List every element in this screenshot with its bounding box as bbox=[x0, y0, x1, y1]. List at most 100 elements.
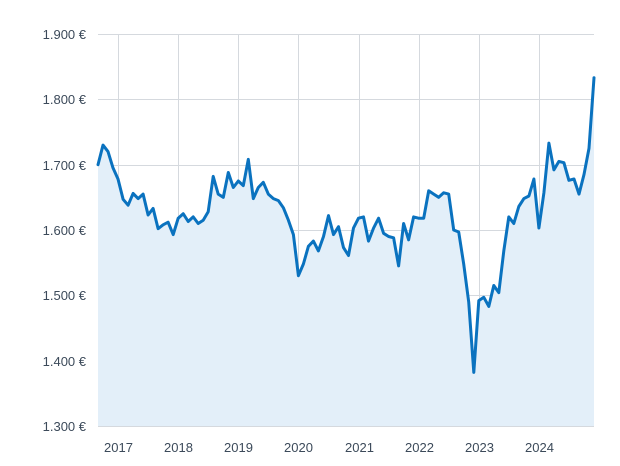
y-tick-label: 1.600 € bbox=[43, 223, 87, 238]
data-point bbox=[447, 193, 450, 196]
data-point bbox=[127, 204, 130, 207]
data-point bbox=[187, 220, 190, 223]
data-point bbox=[142, 193, 145, 196]
data-point bbox=[172, 233, 175, 236]
data-point bbox=[472, 371, 475, 374]
data-point bbox=[207, 210, 210, 213]
data-point bbox=[332, 233, 335, 236]
data-point bbox=[462, 263, 465, 266]
data-point bbox=[147, 214, 150, 217]
data-point bbox=[482, 296, 485, 299]
data-point bbox=[387, 235, 390, 238]
data-point bbox=[282, 206, 285, 209]
data-point bbox=[502, 249, 505, 252]
data-point bbox=[382, 232, 385, 235]
data-point bbox=[567, 179, 570, 182]
y-tick-label: 1.400 € bbox=[43, 354, 87, 369]
data-point bbox=[347, 254, 350, 257]
data-point bbox=[573, 178, 576, 181]
y-axis: 1.300 € 1.400 € 1.500 € 1.600 € 1.700 € 1.800… bbox=[43, 27, 87, 434]
data-point bbox=[542, 191, 545, 194]
data-point bbox=[102, 144, 105, 147]
data-point bbox=[202, 219, 205, 222]
data-point bbox=[432, 193, 435, 196]
data-point bbox=[97, 163, 100, 166]
data-point bbox=[107, 150, 110, 153]
x-tick-label: 2024 bbox=[525, 440, 554, 455]
data-point bbox=[162, 223, 165, 226]
data-point bbox=[307, 245, 310, 248]
data-point bbox=[397, 264, 400, 267]
data-point bbox=[477, 299, 480, 302]
data-point bbox=[167, 221, 170, 224]
data-point bbox=[457, 231, 460, 234]
data-point bbox=[522, 197, 525, 200]
data-point bbox=[297, 274, 300, 277]
data-point bbox=[372, 227, 375, 230]
data-point bbox=[192, 215, 195, 218]
data-point bbox=[593, 76, 596, 79]
data-point bbox=[337, 225, 340, 228]
data-point bbox=[177, 217, 180, 220]
data-point bbox=[312, 240, 315, 243]
data-point bbox=[117, 178, 120, 181]
y-tick-label: 1.300 € bbox=[43, 419, 87, 434]
data-point bbox=[527, 195, 530, 198]
data-point bbox=[487, 305, 490, 308]
data-point bbox=[407, 238, 410, 241]
data-point bbox=[342, 246, 345, 249]
data-point bbox=[227, 171, 230, 174]
data-point bbox=[467, 300, 470, 303]
data-point bbox=[362, 215, 365, 218]
data-point bbox=[357, 217, 360, 220]
data-point bbox=[437, 196, 440, 199]
data-point bbox=[562, 161, 565, 164]
data-point bbox=[547, 142, 550, 145]
data-point bbox=[222, 196, 225, 199]
data-point bbox=[322, 235, 325, 238]
y-tick-label: 1.500 € bbox=[43, 288, 87, 303]
data-point bbox=[417, 217, 420, 220]
data-point bbox=[182, 212, 185, 215]
data-point bbox=[442, 191, 445, 194]
data-point bbox=[552, 168, 555, 171]
data-point bbox=[267, 193, 270, 196]
series-line bbox=[96, 76, 596, 374]
data-point bbox=[422, 217, 425, 220]
data-point bbox=[588, 147, 591, 150]
y-tick-label: 1.700 € bbox=[43, 158, 87, 173]
data-point bbox=[497, 291, 500, 294]
data-point bbox=[392, 236, 395, 239]
data-point bbox=[262, 181, 265, 184]
data-point bbox=[272, 197, 275, 200]
data-point bbox=[197, 222, 200, 225]
data-point bbox=[537, 227, 540, 230]
data-point bbox=[583, 173, 586, 176]
data-point bbox=[512, 222, 515, 225]
x-tick-label: 2021 bbox=[345, 440, 374, 455]
data-point bbox=[132, 192, 135, 195]
data-point bbox=[247, 158, 250, 161]
data-point bbox=[232, 186, 235, 189]
data-point bbox=[242, 184, 245, 187]
data-point bbox=[517, 205, 520, 208]
data-point bbox=[317, 249, 320, 252]
data-point bbox=[327, 214, 330, 217]
data-point bbox=[157, 227, 160, 230]
data-point bbox=[452, 229, 455, 232]
data-point bbox=[578, 193, 581, 196]
data-point bbox=[507, 215, 510, 218]
data-point bbox=[557, 160, 560, 163]
x-tick-label: 2019 bbox=[224, 440, 253, 455]
data-point bbox=[112, 166, 115, 169]
y-tick-label: 1.900 € bbox=[43, 27, 87, 42]
x-axis: 2017 2018 2019 2020 2021 2022 2023 2024 bbox=[104, 440, 554, 455]
data-point bbox=[532, 178, 535, 181]
data-point bbox=[137, 197, 140, 200]
y-tick-label: 1.800 € bbox=[43, 92, 87, 107]
data-point bbox=[402, 222, 405, 225]
x-tick-label: 2020 bbox=[284, 440, 313, 455]
x-tick-label: 2022 bbox=[405, 440, 434, 455]
data-point bbox=[277, 199, 280, 202]
